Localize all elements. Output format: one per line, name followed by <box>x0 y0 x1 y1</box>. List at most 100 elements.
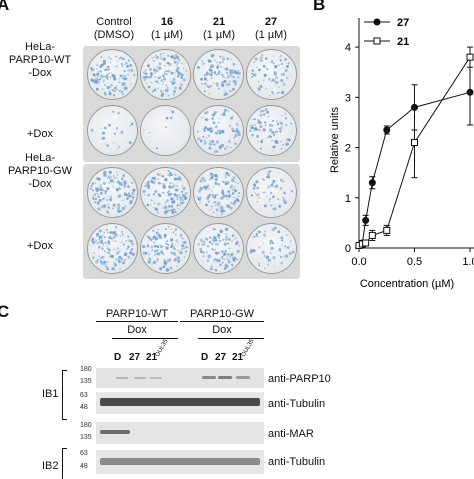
col-header-27: 27 (1 µM) <box>244 16 298 42</box>
colony-dot <box>234 129 237 133</box>
colony-dot <box>95 239 97 242</box>
colony-dot <box>275 76 279 80</box>
colony-dot <box>165 246 169 250</box>
colony-dot <box>147 180 150 184</box>
colony-dot <box>104 143 107 145</box>
colony-dot <box>173 90 177 93</box>
colony-dot <box>170 192 173 196</box>
colony-dot <box>266 136 269 139</box>
colony-dot <box>104 192 107 195</box>
colony-dot <box>254 57 258 61</box>
colony-dot <box>250 249 253 252</box>
colony-dot <box>148 253 150 256</box>
colony-dot <box>105 95 108 97</box>
colony-dot <box>232 176 236 179</box>
colony-dot <box>214 174 218 178</box>
colony-dot <box>223 108 227 112</box>
colony-dot <box>167 174 169 176</box>
colony-dot <box>250 194 254 197</box>
colony-dot <box>285 254 289 258</box>
colony-dot <box>279 127 283 131</box>
colony-dot <box>129 251 133 255</box>
colony-dot <box>220 230 224 233</box>
colony-dot <box>290 240 292 242</box>
colony-dot <box>285 234 288 237</box>
colony-dot <box>154 72 156 74</box>
colony-dot <box>163 262 167 266</box>
colony-dot <box>125 205 127 208</box>
colony-dot <box>158 66 162 70</box>
colony-dot <box>261 250 265 254</box>
colony-dot <box>103 236 106 239</box>
colony-dot <box>157 228 159 230</box>
colony-dot <box>255 134 259 138</box>
colony-dot <box>221 207 224 211</box>
colony-dot <box>162 74 165 77</box>
colony-dot <box>213 195 217 199</box>
colony-dot <box>156 209 158 212</box>
row-label-minus-dox: -Dox <box>28 178 52 190</box>
colony-dot <box>142 71 147 75</box>
colony-dot <box>153 56 156 59</box>
colony-dot <box>211 238 215 242</box>
colony-dot <box>257 121 259 124</box>
colony-dot <box>238 195 240 198</box>
colony-dot <box>228 124 231 127</box>
colony-dot <box>163 206 166 210</box>
colony-dot <box>157 178 159 181</box>
colony-dot <box>97 177 101 181</box>
colony-dot <box>153 177 157 181</box>
colony-dot <box>288 252 292 256</box>
col-header-line2: (DMSO) <box>93 29 135 41</box>
blot-tubulin-2 <box>96 450 264 474</box>
colony-dot <box>130 248 134 251</box>
colony-dot <box>120 209 123 213</box>
colony-dot <box>207 187 210 190</box>
ib2-bracket <box>62 448 67 479</box>
colony-dot <box>171 186 174 189</box>
colony-dot <box>110 231 115 235</box>
colony-dot <box>280 236 284 240</box>
colony-dot <box>164 206 168 210</box>
colony-dot <box>166 86 169 89</box>
colony-dot <box>277 86 280 88</box>
colony-dot <box>179 233 183 237</box>
colony-dot <box>114 86 117 90</box>
colony-dot <box>273 207 277 211</box>
colony-dot <box>90 185 93 188</box>
colony-dot <box>232 201 236 206</box>
colony-dot <box>281 90 285 95</box>
colony-dot <box>204 203 208 207</box>
y-axis-label: Relative units <box>329 106 341 173</box>
colony-dot <box>110 195 112 198</box>
colony-dot <box>218 118 220 120</box>
colony-dot <box>278 91 281 93</box>
colony-dot <box>276 122 280 126</box>
colony-dot <box>270 204 273 207</box>
colony-dot <box>158 235 163 240</box>
colony-dot <box>168 185 172 189</box>
colony-dot <box>251 133 254 137</box>
colony-dot <box>200 77 204 81</box>
lane-label-21-gw: 21 <box>232 352 244 363</box>
colony-dot <box>234 189 237 193</box>
colony-dot <box>221 189 224 192</box>
colony-dot <box>177 208 180 210</box>
colony-dot <box>165 92 167 95</box>
colony-dot <box>203 179 207 183</box>
colony-dot <box>163 185 166 189</box>
colony-dot <box>216 67 218 69</box>
colony-dot <box>228 140 231 143</box>
row-group-title2: PARP10-WT <box>8 54 72 66</box>
colony-dot <box>142 251 146 255</box>
colony-dot <box>92 189 94 192</box>
mw-top: 63 <box>80 392 88 399</box>
colony-dot <box>222 75 225 78</box>
colony-dot <box>282 197 285 199</box>
colony-dot <box>212 121 216 125</box>
group-sub-gw: Dox <box>212 324 232 336</box>
col-header-control: Control (DMSO) <box>84 16 144 42</box>
colony-dot <box>213 112 216 115</box>
data-point-27 <box>383 126 391 134</box>
data-point-21 <box>466 53 474 61</box>
